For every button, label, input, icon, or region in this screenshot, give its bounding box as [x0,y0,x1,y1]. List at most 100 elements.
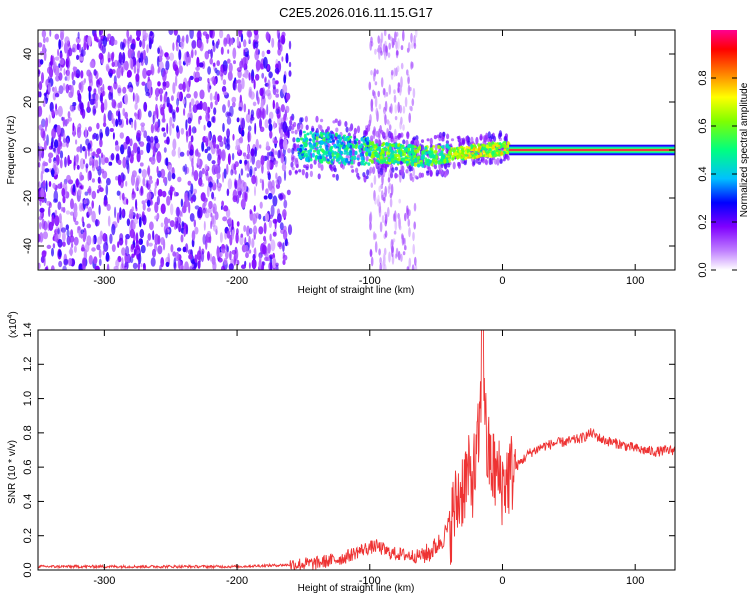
heatmap-cell [236,36,240,47]
heatmap-cell [281,36,285,45]
heatmap-cell [337,134,341,140]
heatmap-cell [336,143,340,147]
heatmap-cell [491,150,495,156]
heatmap-cell [178,59,182,67]
heatmap-cell [243,49,246,57]
heatmap-cell [180,127,185,135]
heatmap-cell [381,215,385,224]
heatmap-cell [125,266,128,270]
heatmap-cell [314,155,318,161]
heatmap-cell [451,156,455,161]
heatmap-cell [484,147,488,152]
heatmap-cell [237,79,242,84]
heatmap-cell [280,156,284,164]
heatmap-cell [88,89,91,102]
heatmap-cell [130,150,135,157]
heatmap-cell [370,182,374,188]
heatmap-cell [136,68,140,75]
heatmap-cell [275,172,278,180]
heatmap-cell [221,149,226,162]
heatmap-cell [384,148,388,151]
heatmap-cell [471,152,475,155]
heatmap-cell [255,59,261,71]
heatmap-cell [209,58,213,65]
heatmap-cell [352,149,356,156]
heatmap-cell [354,150,358,156]
heatmap-cell [52,243,56,249]
heatmap-cell [394,128,397,137]
heatmap-cell [246,173,250,178]
x-tick-label: -100 [359,275,381,287]
heatmap-cell [434,144,438,151]
heatmap-cell [165,261,170,267]
heatmap-cell [166,122,169,135]
heatmap-cell [294,158,298,166]
heatmap-cell [402,105,406,114]
heatmap-cell [407,218,411,227]
heatmap-cell [332,173,336,178]
snr-frame [37,329,676,571]
heatmap-cell [396,158,400,161]
heatmap-cell [296,125,301,132]
heatmap-cell [121,192,125,201]
heatmap-cell [107,215,111,227]
heatmap-cell [143,130,148,139]
heatmap-cell [283,199,288,209]
heatmap-cell [38,42,43,48]
heatmap-cell [93,32,97,42]
heatmap-cell [185,224,189,235]
heatmap-cell [499,158,503,164]
heatmap-cell [230,37,234,46]
heatmap-cell [482,135,487,142]
heatmap-cell [463,161,467,166]
heatmap-cell [141,81,146,86]
heatmap-cell [221,248,226,254]
heatmap-cell [108,39,112,45]
heatmap-cell [251,174,257,185]
heatmap-cell [396,161,400,165]
heatmap-cell [281,56,284,62]
heatmap-cell [311,133,315,139]
heatmap-cell [142,38,146,50]
heatmap-cell [187,249,193,255]
heatmap-cell [202,31,208,36]
heatmap-cell [52,182,56,189]
heatmap-cell [58,260,63,268]
heatmap-cell [384,230,388,238]
heatmap-cell [420,155,424,161]
heatmap-cell [374,196,377,205]
heatmap-cell [195,66,200,71]
heatmap-cell [227,58,231,64]
heatmap-cell [270,204,275,217]
heatmap-cell [59,158,63,169]
heatmap-cell [216,69,220,76]
heatmap-cell [150,257,156,267]
heatmap-cell [224,142,227,149]
heatmap-cell [305,166,309,171]
heatmap-cell [102,83,105,93]
heatmap-cell [98,248,102,259]
heatmap-cell [282,121,288,133]
heatmap-cell [152,114,155,125]
heatmap-cell [96,148,102,155]
heatmap-cell [247,130,250,143]
heatmap-cell [404,96,408,108]
heatmap-cell [408,112,412,124]
heatmap-cell [373,175,377,185]
heatmap-cell [57,183,63,189]
heatmap-cell [221,200,225,207]
heatmap-cell [147,69,153,75]
heatmap-cell [253,79,256,90]
heatmap-cell [275,80,279,85]
heatmap-cell [407,76,410,85]
heatmap-cell [91,200,94,209]
heatmap-cell [146,78,152,90]
heatmap-cell [291,124,295,131]
heatmap-cell [85,241,90,253]
heatmap-cell [236,179,242,192]
heatmap-cell [390,69,394,76]
heatmap-cell [330,166,334,172]
heatmap-cell [405,169,409,174]
heatmap-cell [265,257,271,262]
heatmap-cell [474,148,478,152]
